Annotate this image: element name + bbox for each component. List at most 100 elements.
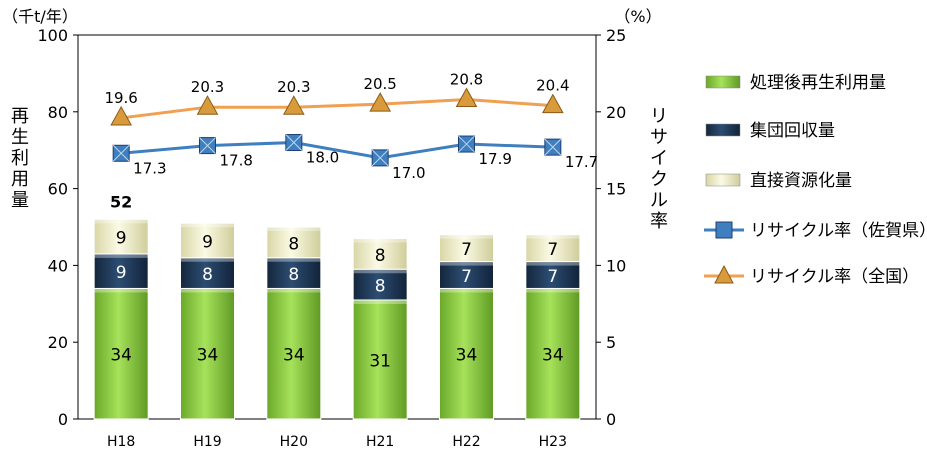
bar-data-label: 34 <box>283 346 305 366</box>
right-axis-tick-label: 25 <box>606 26 626 45</box>
left-axis-tick-label: 60 <box>48 180 68 199</box>
bar-segment <box>352 268 408 301</box>
x-axis-tick-label: H20 <box>280 434 308 450</box>
left-axis-title: 再生利用量 <box>11 106 29 211</box>
bar-segment <box>439 261 494 289</box>
line-data-label: 17.8 <box>220 152 253 170</box>
bar-segment-highlight <box>94 288 149 293</box>
line-marker-square-shade <box>199 137 216 154</box>
bar-segment <box>525 234 581 263</box>
legend-swatch <box>705 75 741 89</box>
bar-segment <box>93 218 149 255</box>
bar-segment-highlight <box>180 223 235 228</box>
line-series-national <box>120 98 553 120</box>
left-axis-tick-label: 100 <box>37 26 68 45</box>
line-marker-triangle <box>110 105 133 126</box>
bar-segment <box>180 257 235 289</box>
line-data-label: 17.0 <box>392 164 425 182</box>
bar-segment-highlight <box>266 227 321 231</box>
bar-data-label: 34 <box>110 346 132 366</box>
bar-data-label: 9 <box>116 263 127 283</box>
right-axis-tick-label: 0 <box>606 410 616 429</box>
line-marker-triangle <box>455 87 478 108</box>
line-marker-triangle <box>541 93 564 114</box>
line-marker-triangle <box>369 92 392 112</box>
line-series-saga <box>121 141 553 160</box>
bar-segment <box>439 287 494 420</box>
x-axis-tick-label: H21 <box>366 434 394 450</box>
bar-segment <box>266 257 322 289</box>
right-axis-tick-label: 5 <box>606 333 616 352</box>
right-axis-unit: （%） <box>614 7 661 26</box>
bar-segment <box>525 287 581 420</box>
bar-segment <box>525 261 581 289</box>
legend-label: 直接資源化量 <box>750 171 852 191</box>
legend-label: リサイクル率（佐賀県） <box>750 221 927 241</box>
line-data-label: 20.5 <box>363 75 396 93</box>
legend-swatch <box>705 173 741 187</box>
bar-data-label: 9 <box>202 232 213 252</box>
plot-area-frame <box>77 34 597 420</box>
line-data-label: 17.9 <box>479 150 512 168</box>
left-axis-unit: （千t/年） <box>2 7 78 26</box>
line-marker-triangle <box>282 95 305 115</box>
bar-segment-highlight <box>353 269 408 274</box>
bar-data-label: 8 <box>375 277 386 297</box>
bar-segment-highlight <box>353 299 408 304</box>
line-marker-square-shade <box>112 144 130 162</box>
x-axis-tick-label: H23 <box>539 434 567 450</box>
bar-segment <box>352 299 408 420</box>
legend-label: 集団回収量 <box>750 121 835 141</box>
bar-segment-highlight <box>94 219 149 224</box>
bar-data-label: 34 <box>542 346 564 366</box>
bar-segment-highlight <box>180 257 235 262</box>
line-data-label: 20.3 <box>277 78 310 96</box>
line-data-label: 17.7 <box>565 153 598 171</box>
line-data-label: 19.6 <box>104 89 137 107</box>
left-axis-tick-label: 40 <box>48 256 68 275</box>
bar-segment-highlight <box>439 234 494 239</box>
right-axis-tick-label: 10 <box>606 256 626 275</box>
legend-label: リサイクル率（全国） <box>750 267 919 287</box>
bar-segment-highlight <box>180 288 235 293</box>
legend-marker-triangle <box>714 264 734 284</box>
line-data-label: 18.0 <box>306 149 339 167</box>
bar-segment <box>439 234 494 263</box>
bar-data-label: 34 <box>456 346 478 366</box>
bar-segment-highlight <box>525 288 580 293</box>
line-marker-triangle <box>196 95 219 115</box>
legend-marker-square <box>715 221 733 239</box>
x-axis-tick-label: H18 <box>107 434 135 450</box>
right-axis-tick-label: 15 <box>606 180 626 199</box>
line-marker-square-shade <box>458 135 475 153</box>
legend-swatch <box>705 123 741 137</box>
bar-segment-highlight <box>94 253 149 258</box>
bar-segment <box>93 287 149 420</box>
left-axis-tick-label: 80 <box>48 103 68 122</box>
bar-segment-highlight <box>353 238 408 243</box>
line-data-label: 20.8 <box>450 71 483 89</box>
bar-total-label: 52 <box>110 192 132 211</box>
bar-data-label: 7 <box>461 240 472 260</box>
bar-segment-highlight <box>439 288 494 293</box>
line-data-label: 17.3 <box>133 159 166 177</box>
bar-data-label: 9 <box>116 229 127 249</box>
bar-data-label: 8 <box>202 265 213 285</box>
bar-segment <box>180 222 235 259</box>
line-marker-square-shade <box>544 138 562 156</box>
bar-segment-highlight <box>266 288 321 293</box>
bar-segment-highlight <box>525 261 580 266</box>
line-data-label: 20.4 <box>536 77 569 95</box>
legend-label: 処理後再生利用量 <box>750 73 886 93</box>
left-axis-tick-label: 20 <box>48 333 68 352</box>
bar-segment <box>266 226 322 259</box>
line-marker-square-shade <box>285 134 303 151</box>
bar-data-label: 7 <box>461 267 472 287</box>
x-axis-tick-label: H19 <box>193 434 221 450</box>
left-axis-tick-label: 0 <box>58 410 68 429</box>
bar-data-label: 8 <box>288 234 299 254</box>
line-marker-square-shade <box>371 149 389 167</box>
bar-data-label: 8 <box>288 265 299 285</box>
